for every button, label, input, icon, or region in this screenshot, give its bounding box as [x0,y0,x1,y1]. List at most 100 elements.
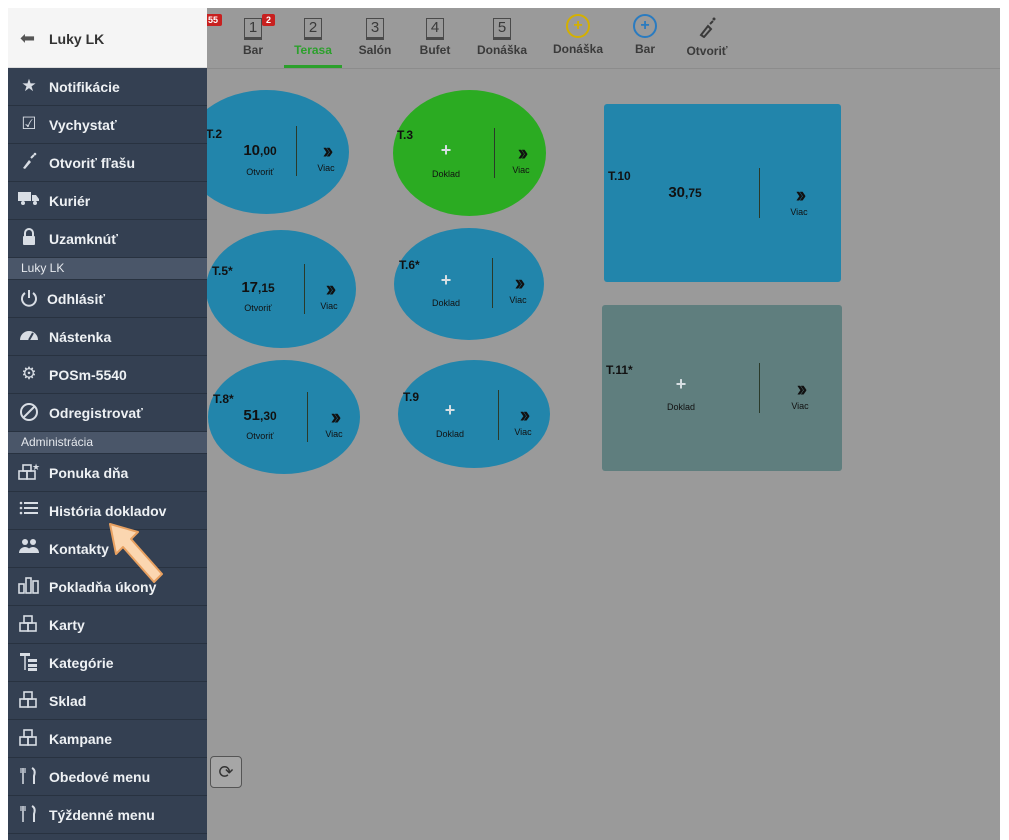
amount-main: 10 [243,142,260,159]
tab-salon[interactable]: 3 Salón [356,8,394,68]
chevron-right-icon: ›› [795,182,806,207]
table-t11[interactable]: T.11* + Doklad ›› Viac [602,305,842,471]
sidebar-item-kategorie[interactable]: Kategórie [8,644,207,682]
sidebar-item-label: Otvoriť fľašu [49,155,136,171]
table-name: T.8* [213,392,234,406]
more-button[interactable]: ›› Viac [498,272,538,306]
sidebar-item-odhlasit[interactable]: Odhlásiť [8,280,207,318]
divider [307,392,308,442]
tab-label: Salón [358,43,392,57]
more-label: Viac [325,429,343,439]
more-button[interactable]: ›› Viac [306,140,346,174]
table-name: T.5* [212,264,233,278]
more-button[interactable]: ›› Viac [309,278,349,312]
sidebar-item-kampane[interactable]: Kampane [8,720,207,758]
plus-icon: + [444,400,456,420]
receipt-label[interactable]: Doklad [431,169,460,179]
ban-icon [17,402,41,422]
more-button[interactable]: ›› Viac [314,406,354,440]
open-table-label[interactable]: Otvoriť [244,303,272,313]
sidebar-header[interactable]: ⬅ Luky LK [8,8,207,68]
table-name: T.2 [206,127,223,141]
sidebar-item-otvorit-flasu[interactable]: Otvoriť fľašu [8,144,207,182]
plus-circle-yellow-icon: + [566,14,590,38]
table-t8[interactable]: T.8* 51,30 Otvoriť ›› Viac [208,360,360,474]
table-amount: 30,75 [654,184,716,201]
sidebar-item-obedove-menu[interactable]: Obedové menu [8,758,207,796]
more-label: Viac [320,301,338,311]
tab-number: 1 [244,18,262,40]
sidebar-item-label: Odhlásiť [47,291,106,307]
sidebar-item-kontakty[interactable]: Kontakty [8,530,207,568]
table-amount: 51,30 [230,407,290,424]
chevron-right-icon: ›› [796,376,807,401]
receipt-label[interactable]: Doklad [431,298,460,308]
partial-badge: 55 [204,14,223,26]
star-icon: ★ [21,76,37,95]
amount-decimal: ,00 [260,144,277,158]
sidebar-item-label: Nástenka [49,329,112,345]
tab-label: Bar [242,43,263,57]
more-button[interactable]: ›› Viac [778,378,822,412]
table-t10[interactable]: T.10 30,75 ›› Viac [604,104,841,282]
amount-decimal: ,15 [258,281,275,295]
amount-main: 51 [243,407,260,424]
table-amount: 17,15 [228,279,288,296]
tab-donaska[interactable]: 5 Donáška [474,8,530,68]
more-button[interactable]: ›› Viac [503,404,543,438]
table-t3[interactable]: T.3 + Doklad ›› Viac [393,90,546,216]
sidebar-item-ponuka-dna[interactable]: ★ Ponuka dňa [8,454,207,492]
new-donaska-button[interactable]: + Donáška [548,8,608,68]
plus-icon: + [675,374,687,394]
sidebar-item-label: Kontakty [49,541,109,557]
open-table-label[interactable]: Otvoriť [246,167,274,177]
receipt-label[interactable]: Doklad [666,402,695,412]
chevron-right-icon: ›› [325,276,336,301]
table-t5[interactable]: T.5* 17,15 Otvoriť ›› Viac [206,230,356,348]
plus-icon: + [440,140,452,160]
sidebar-item-kurier[interactable]: Kuriér [8,182,207,220]
open-table-label[interactable]: Otvoriť [246,431,274,441]
open-button[interactable]: Otvoriť [684,8,730,68]
divider [304,264,305,314]
table-t2[interactable]: T.2 10,00 Otvoriť ›› Viac [184,90,349,214]
table-name: T.6* [399,258,420,272]
divider [759,363,760,413]
back-arrow-icon[interactable]: ⬅ [20,28,36,48]
sidebar-item-sklad[interactable]: Sklad [8,682,207,720]
sidebar-item-uzamknut[interactable]: Uzamknúť [8,220,207,258]
sidebar-item-label: POSm-5540 [49,367,127,383]
chevron-right-icon: ›› [322,138,333,163]
sidebar-item-nastenka[interactable]: Nástenka [8,318,207,356]
more-label: Viac [790,207,808,217]
sidebar-item-karty[interactable]: Karty [8,606,207,644]
refresh-icon: ⟳ [218,762,234,782]
receipt-label[interactable]: Doklad [435,429,464,439]
table-name: T.9 [403,390,420,404]
tab-bar[interactable]: 1 Bar [238,8,268,68]
tab-bufet[interactable]: 4 Bufet [416,8,454,68]
action-label: Bar [634,42,655,56]
sidebar-item-notifikacie[interactable]: ★ Notifikácie [8,68,207,106]
more-label: Viac [317,163,335,173]
divider [296,126,297,176]
sidebar-item-posm[interactable]: ⚙ POSm-5540 [8,356,207,394]
users-icon [17,538,41,558]
tab-terasa[interactable]: 2 Terasa [284,8,342,68]
more-button[interactable]: ›› Viac [777,184,821,218]
more-button[interactable]: ›› Viac [501,142,541,176]
sidebar-item-odregistrovat[interactable]: Odregistrovať [8,394,207,432]
table-t6[interactable]: T.6* + Doklad ›› Viac [394,228,544,340]
tab-label: Terasa [294,43,332,57]
sidebar-item-pokladna-ukony[interactable]: Pokladňa úkony [8,568,207,606]
bottle-icon [17,152,41,172]
svg-text:★: ★ [32,462,40,472]
sidebar-item-historia-dokladov[interactable]: História dokladov [8,492,207,530]
refresh-button[interactable]: ⟳ [210,756,242,788]
table-t9[interactable]: T.9 + Doklad ›› Viac [398,360,550,468]
new-bar-button[interactable]: + Bar [625,8,665,68]
cubes-icon [17,614,41,634]
sidebar-item-label: Vychystať [49,117,117,133]
sidebar-item-tyzdenne-menu[interactable]: Týždenné menu [8,796,207,834]
sidebar-item-vychystat[interactable]: ☑ Vychystať [8,106,207,144]
